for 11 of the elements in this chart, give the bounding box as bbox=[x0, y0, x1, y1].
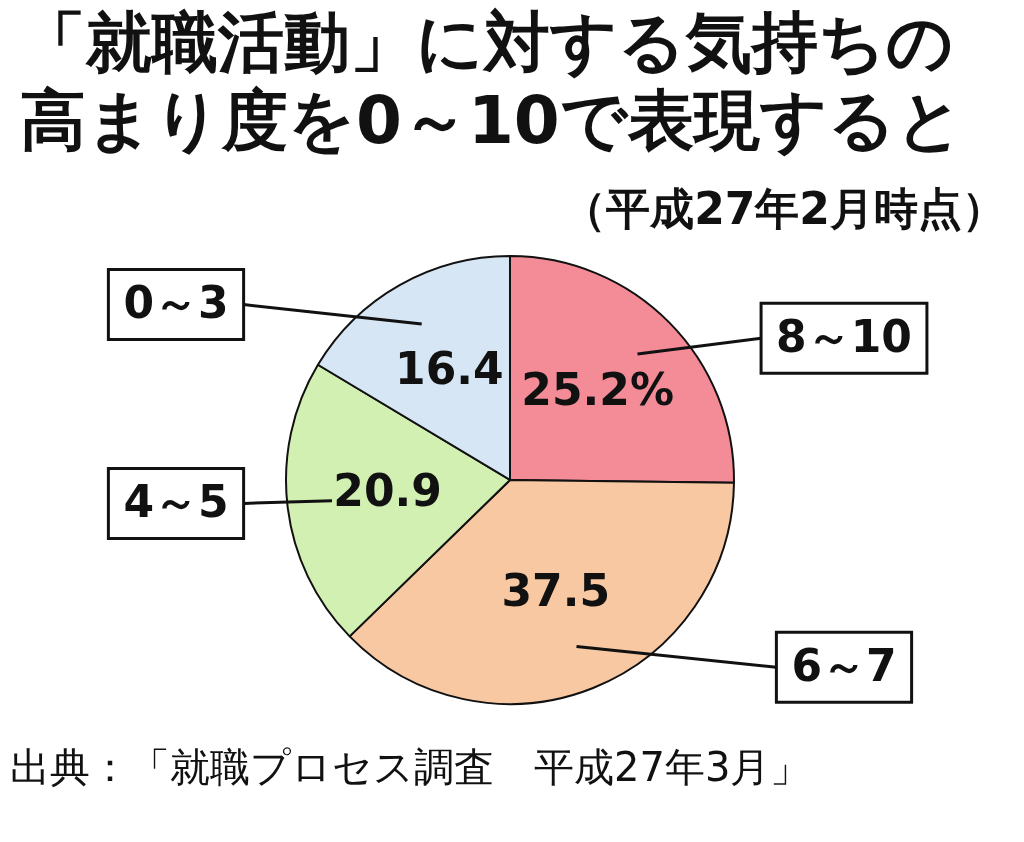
data-label: 16.4 bbox=[395, 343, 504, 395]
slice-label: 8～10 bbox=[776, 310, 912, 362]
chart-title: 「就職活動」に対する気持ちの高まり度を0～10で表現すると bbox=[20, 4, 965, 160]
source-note: 出典：「就職プロセス調査 平成27年3月」 bbox=[10, 743, 812, 792]
slice-label: 4～5 bbox=[123, 475, 229, 527]
data-label: 25.2% bbox=[521, 363, 674, 415]
chart-subtitle: （平成27年2月時点） bbox=[562, 182, 1006, 236]
data-label: 37.5 bbox=[501, 564, 610, 616]
slice-label: 0～3 bbox=[123, 277, 229, 329]
slice-label: 6～7 bbox=[791, 639, 897, 691]
data-label: 20.9 bbox=[333, 464, 442, 516]
